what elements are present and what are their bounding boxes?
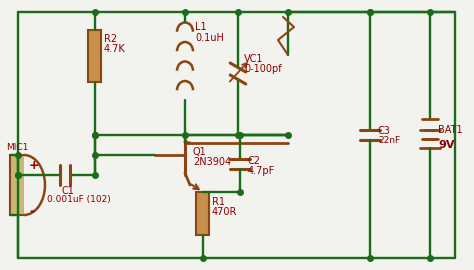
Text: 470R: 470R [212,207,237,217]
Text: BAT1: BAT1 [438,125,463,135]
Text: MIC1: MIC1 [6,143,28,152]
Text: 4.7pF: 4.7pF [248,166,275,176]
Text: 22nF: 22nF [378,136,400,145]
Text: VC1: VC1 [244,53,264,63]
Text: C3: C3 [378,126,391,136]
Text: 0.001uF (102): 0.001uF (102) [47,195,111,204]
Text: 9V: 9V [438,140,455,150]
Text: C2: C2 [248,156,261,166]
Text: R2: R2 [104,34,117,44]
Text: C1: C1 [61,186,74,196]
Bar [89,30,101,82]
Text: L1: L1 [195,22,207,32]
Text: +: + [29,159,40,172]
Text: 0.1uH: 0.1uH [195,33,224,43]
Text: -: - [29,205,34,218]
Text: 4.7K: 4.7K [104,44,126,54]
Text: R1: R1 [212,197,225,207]
Text: Q1: Q1 [193,147,207,157]
Text: 2N3904: 2N3904 [193,157,231,167]
Text: 0-100pf: 0-100pf [244,63,282,73]
Bar [10,155,24,215]
Bar [197,192,210,235]
